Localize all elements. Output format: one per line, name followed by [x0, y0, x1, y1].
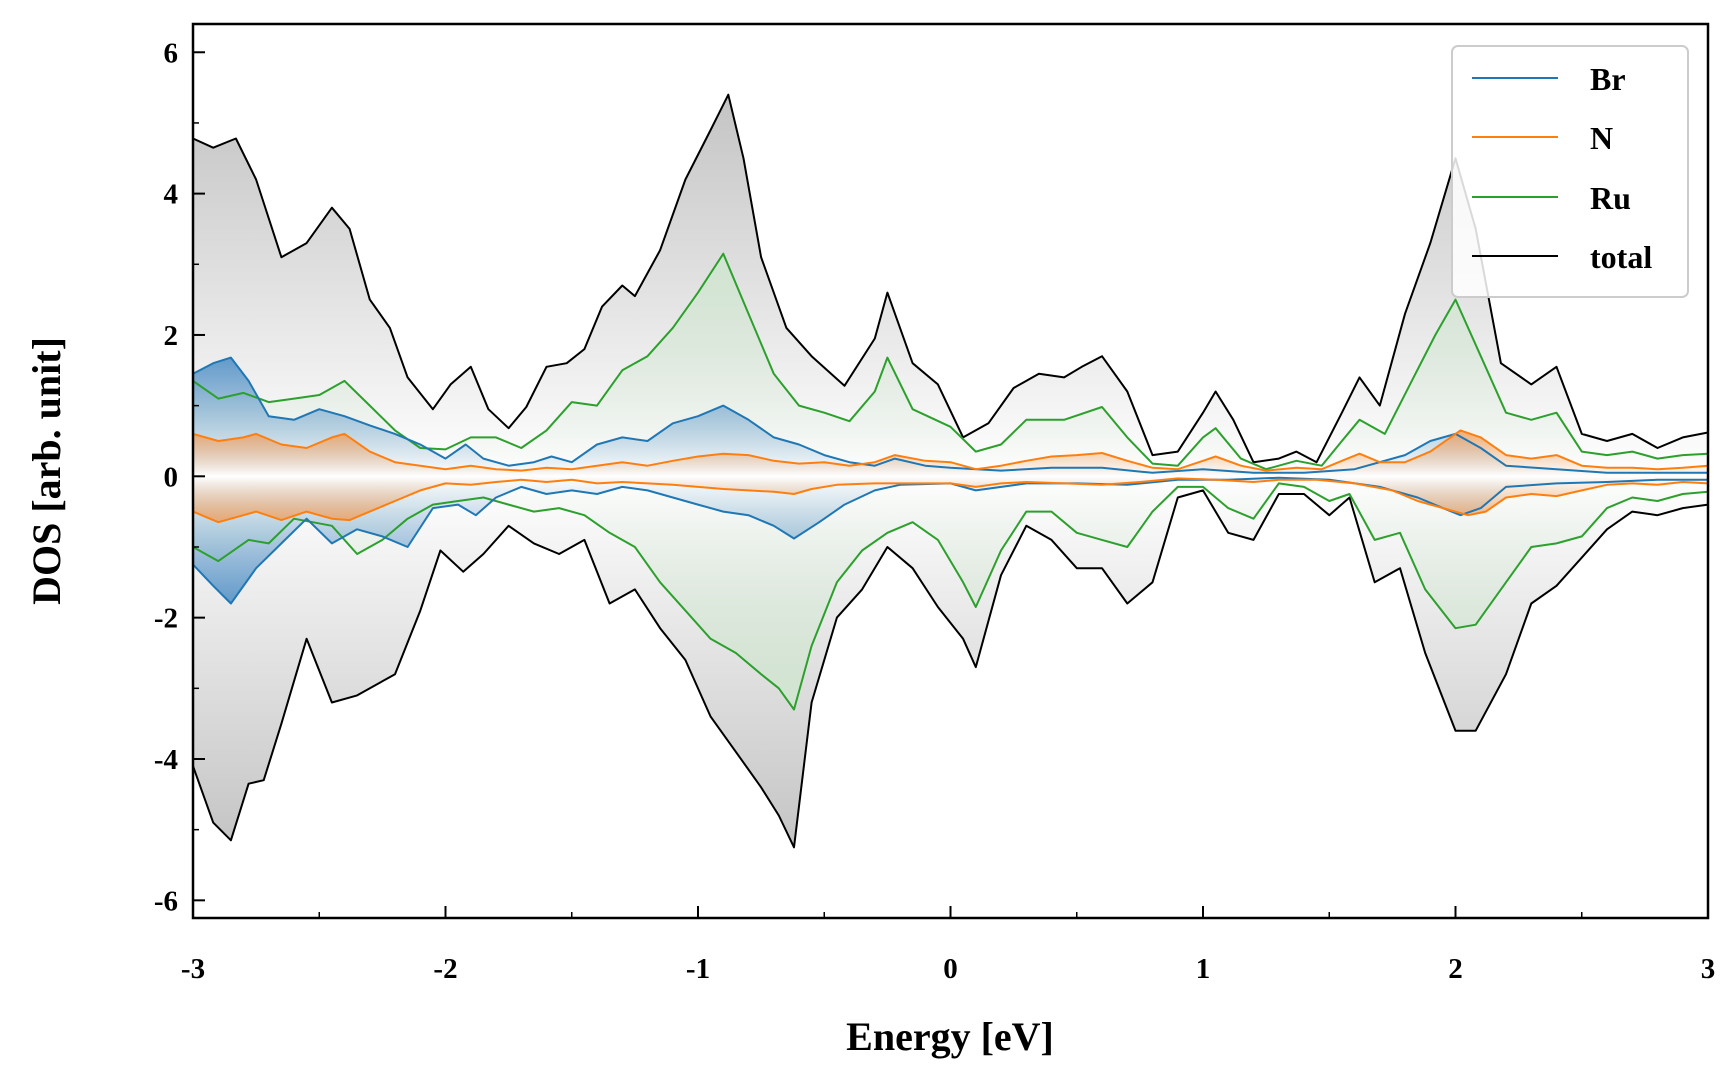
- y-tick-label: 2: [164, 320, 179, 352]
- line-br-down: [192, 476, 1708, 605]
- dos-fills: [193, 94, 1708, 848]
- y-tick-label: 6: [164, 37, 179, 69]
- fill-n-down: [193, 476, 1708, 523]
- line-total-down: [192, 489, 1709, 849]
- fill-ru-up: [193, 253, 1708, 477]
- line-n-down: [192, 477, 1709, 524]
- y-axis-label: DOS [arb. unit]: [24, 337, 69, 605]
- y-tick-label: 4: [164, 179, 179, 211]
- x-tick-label: 3: [1701, 953, 1716, 985]
- x-tick-label: 2: [1448, 953, 1463, 985]
- y-tick-label: 0: [164, 461, 179, 493]
- x-tick-label: -1: [686, 953, 710, 985]
- y-tick-label: -4: [154, 744, 178, 776]
- legend-label-br: Br: [1590, 61, 1626, 97]
- x-tick-label: -3: [181, 953, 205, 985]
- line-n-up: [192, 429, 1709, 472]
- legend-label-n: N: [1590, 120, 1613, 156]
- legend-label-total: total: [1590, 239, 1652, 275]
- line-ru-up: [192, 252, 1709, 471]
- x-tick-label: 0: [943, 953, 958, 985]
- x-tick-label: -2: [433, 953, 457, 985]
- line-br-up: [192, 356, 1708, 474]
- line-ru-down: [192, 482, 1709, 711]
- fill-total-up: [193, 94, 1708, 477]
- line-total-up: [192, 93, 1709, 464]
- legend-label-ru: Ru: [1590, 180, 1631, 216]
- y-tick-label: -2: [154, 603, 178, 635]
- x-tick-label: 1: [1196, 953, 1211, 985]
- dos-lines: [192, 93, 1709, 849]
- y-tick-label: -6: [154, 885, 178, 917]
- x-axis-label: Energy [eV]: [846, 1014, 1054, 1059]
- legend-box: [1451, 45, 1689, 298]
- axis-ticks: -3 -2 -1 0 1 2 3 -6 -4 -2 0 2 4 6: [154, 37, 1715, 985]
- legend: Br N Ru total: [1451, 45, 1689, 298]
